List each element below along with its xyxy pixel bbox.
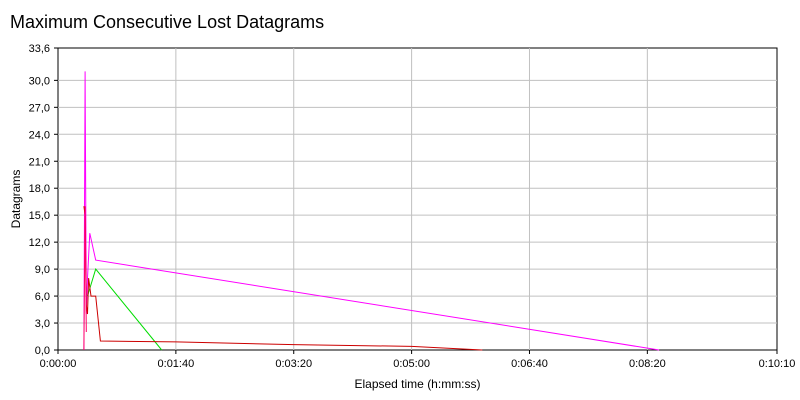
y-tick-label: 24,0 <box>29 129 50 141</box>
y-axis-label: Datagrams <box>9 170 23 229</box>
series-line-4 <box>83 206 87 351</box>
x-tick-label: 0:10:10 <box>759 358 796 370</box>
y-tick-label: 21,0 <box>29 156 50 168</box>
y-tick-label: 18,0 <box>29 183 50 195</box>
y-tick-label: 27,0 <box>29 102 50 114</box>
y-tick-label: 0,0 <box>35 345 50 357</box>
y-tick-label: 6,0 <box>35 291 50 303</box>
x-axis-ticks: 0:00:00 0:01:40 0:03:20 0:05:00 0:06:40 0:08:… <box>40 350 796 370</box>
grid-lines <box>58 48 777 350</box>
y-axis-ticks: 0,0 3,0 6,0 9,0 12,0 15,0 18,0 21,0 24,0 27,0 30,0… <box>29 43 58 357</box>
data-series <box>83 71 660 351</box>
x-tick-label: 0:00:00 <box>40 358 77 370</box>
y-tick-label: 15,0 <box>29 210 50 222</box>
y-tick-label: 33,6 <box>29 43 50 55</box>
y-tick-label: 9,0 <box>35 264 50 276</box>
x-axis-label: Elapsed time (h:mm:ss) <box>354 377 480 391</box>
x-tick-label: 0:06:40 <box>511 358 548 370</box>
y-tick-label: 3,0 <box>35 318 50 330</box>
x-tick-label: 0:01:40 <box>158 358 195 370</box>
y-tick-label: 12,0 <box>29 237 50 249</box>
y-tick-label: 30,0 <box>29 75 50 87</box>
x-tick-label: 0:08:20 <box>629 358 666 370</box>
series-line-1 <box>83 71 660 351</box>
chart-title: Maximum Consecutive Lost Datagrams <box>10 12 325 32</box>
x-tick-label: 0:03:20 <box>275 358 312 370</box>
plot-area <box>57 47 778 351</box>
x-tick-label: 0:05:00 <box>393 358 430 370</box>
